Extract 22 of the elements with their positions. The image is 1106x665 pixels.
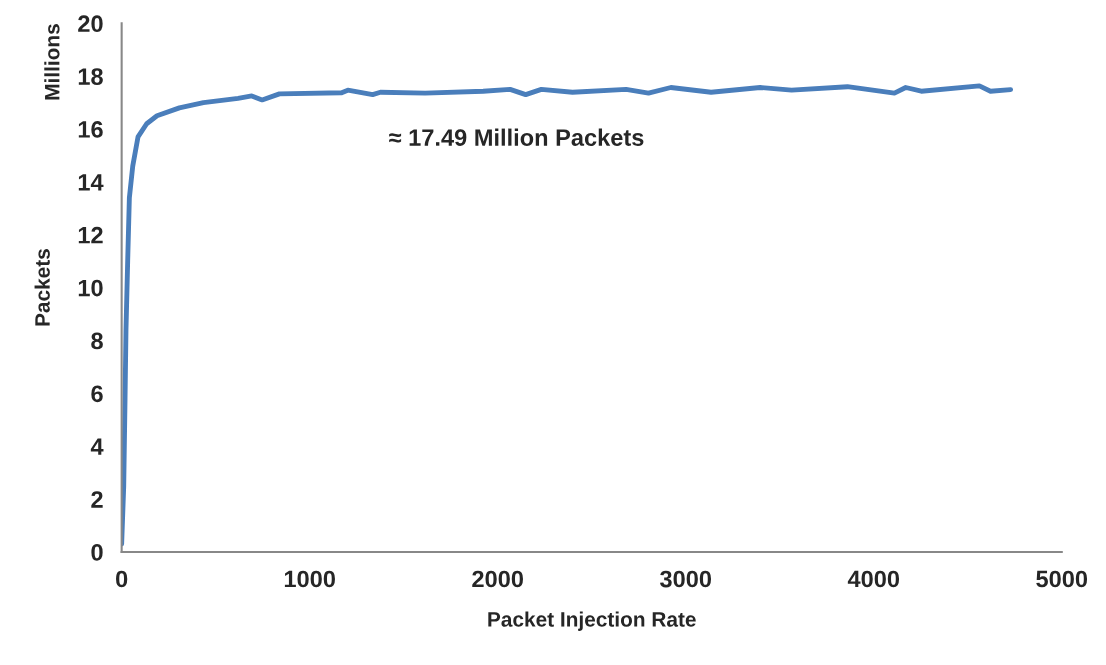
y-axis-title: Packets — [34, 249, 50, 326]
y-tick-label: 20 — [78, 15, 103, 33]
y-tick-label: 8 — [91, 332, 103, 350]
x-tick-label: 5000 — [1036, 570, 1088, 588]
y-tick-label: 10 — [78, 279, 103, 297]
y-tick-label: 12 — [78, 226, 103, 244]
y-tick-label: 0 — [91, 544, 103, 561]
y-tick-label: 18 — [78, 68, 103, 85]
x-tick-label: 4000 — [847, 570, 900, 588]
x-tick-label: 1000 — [284, 570, 335, 588]
y-tick-label: 14 — [78, 174, 104, 191]
line-series — [121, 83, 1014, 547]
y-tick-label: 2 — [91, 491, 103, 508]
x-tick-label: 0 — [116, 570, 128, 588]
text: Millions — [44, 24, 60, 100]
annotation: ≈ 17.49 Million Packets — [389, 128, 644, 146]
x-tick-label: 2000 — [472, 570, 523, 588]
x-tick-label: 3000 — [660, 570, 712, 588]
y-tick-label: 6 — [91, 385, 103, 403]
y-tick-label: 4 — [90, 438, 104, 455]
x-axis-title: Packet Injection Rate — [488, 611, 696, 631]
y-tick-label: 16 — [78, 121, 103, 138]
